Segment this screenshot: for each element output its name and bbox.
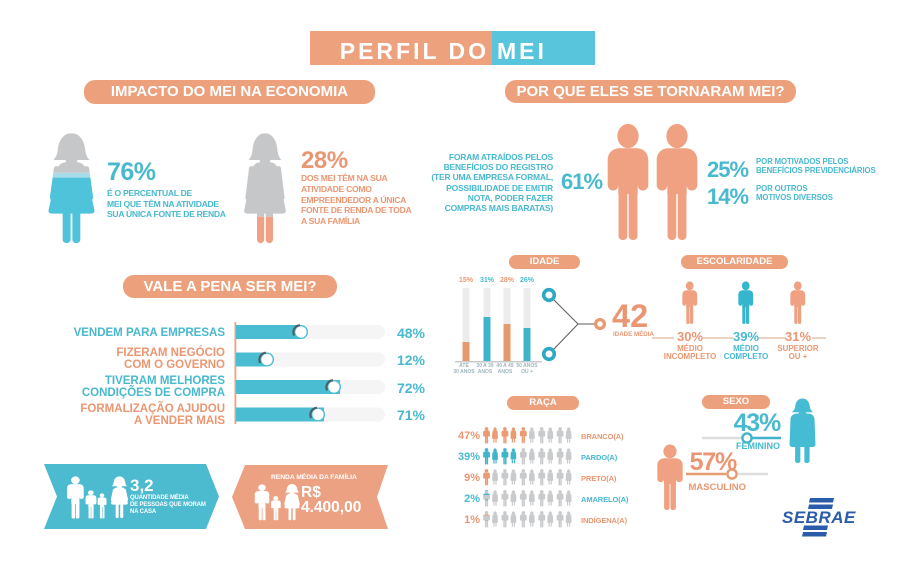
svg-text:SEBRAE: SEBRAE [782,508,856,527]
